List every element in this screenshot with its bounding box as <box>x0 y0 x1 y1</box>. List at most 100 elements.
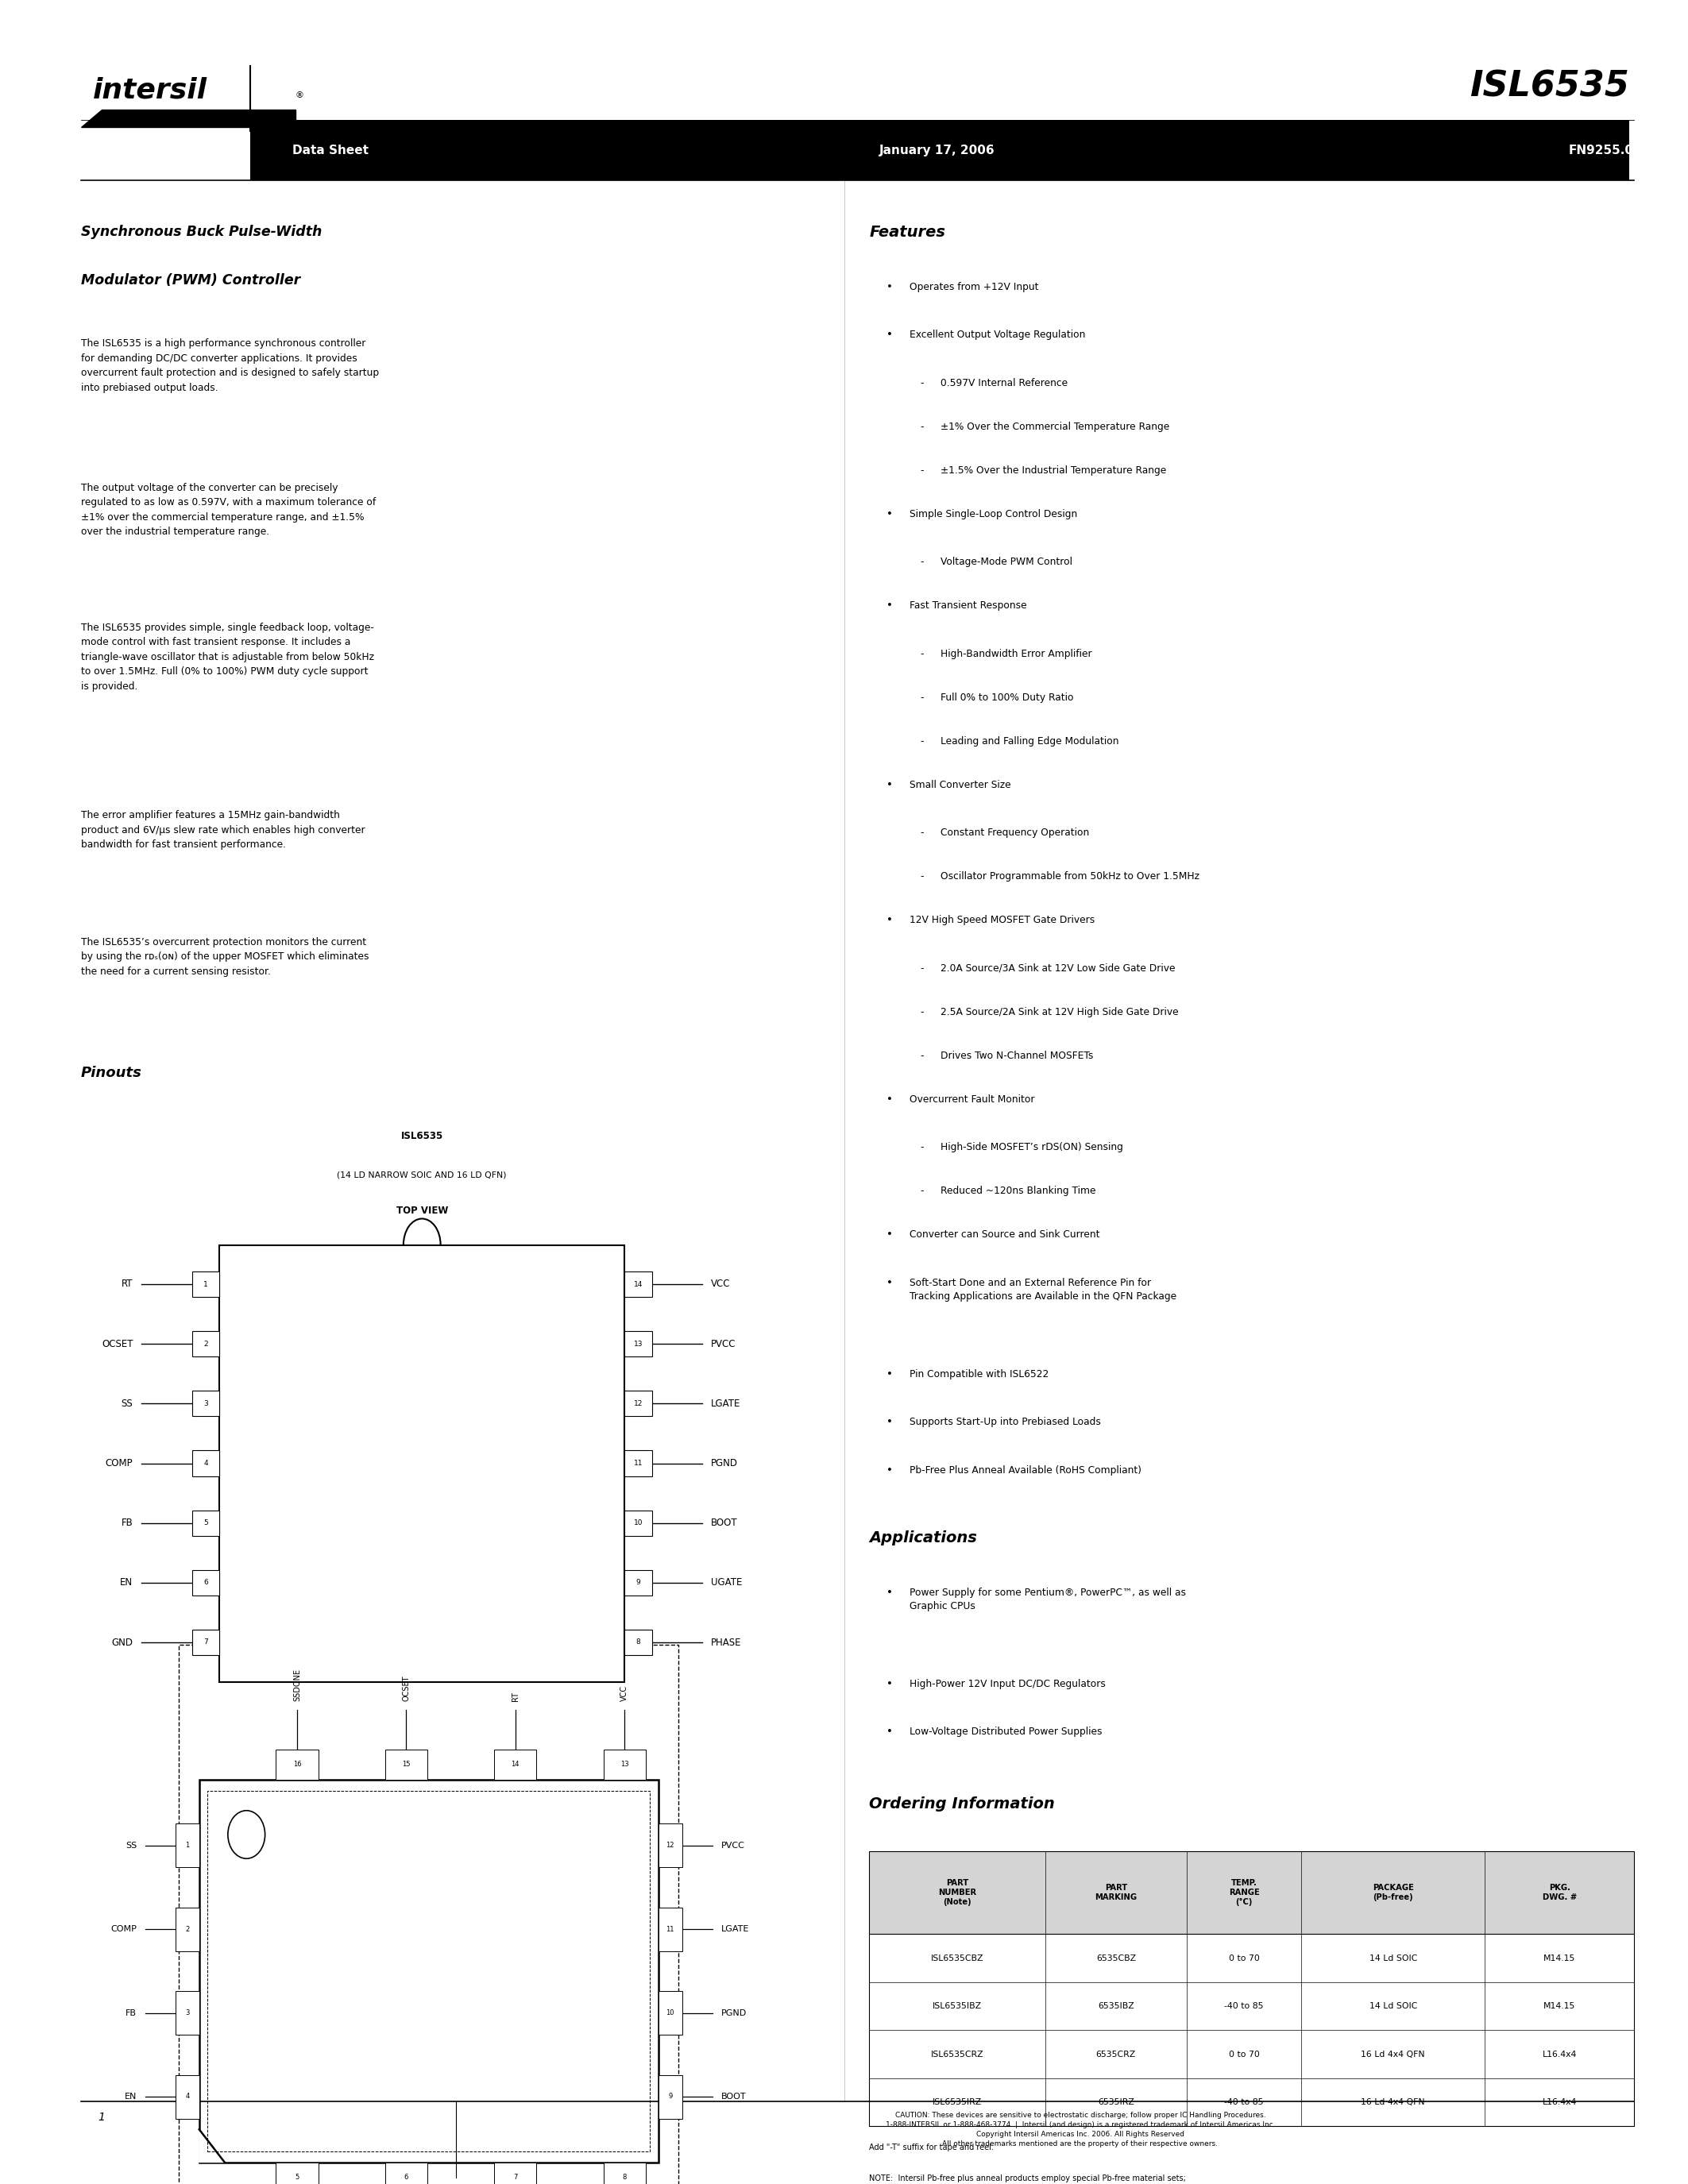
Bar <box>658 1824 682 1867</box>
Text: •: • <box>886 1094 893 1105</box>
Text: ±1% Over the Commercial Temperature Range: ±1% Over the Commercial Temperature Rang… <box>940 422 1170 432</box>
Text: 2.0A Source/3A Sink at 12V Low Side Gate Drive: 2.0A Source/3A Sink at 12V Low Side Gate… <box>940 963 1175 974</box>
Text: 6: 6 <box>403 2173 408 2182</box>
Text: -40 to 85: -40 to 85 <box>1224 2099 1264 2105</box>
Text: PVCC: PVCC <box>711 1339 736 1350</box>
Text: 7: 7 <box>204 1638 208 1647</box>
Text: 16: 16 <box>294 1760 300 1769</box>
Text: PART
NUMBER
(Note): PART NUMBER (Note) <box>939 1878 976 1907</box>
Text: Low-Voltage Distributed Power Supplies: Low-Voltage Distributed Power Supplies <box>910 1728 1102 1736</box>
Text: L16.4x4: L16.4x4 <box>1543 2099 1577 2105</box>
Text: 13: 13 <box>621 1760 628 1769</box>
Text: ISL6535IBZ: ISL6535IBZ <box>932 2003 982 2009</box>
Text: ISL6535CBZ: ISL6535CBZ <box>930 1955 984 1961</box>
Bar <box>275 1749 317 1780</box>
Text: ISL6535: ISL6535 <box>400 1131 444 1142</box>
Text: •: • <box>886 1417 893 1428</box>
Text: M14.15: M14.15 <box>1543 2003 1575 2009</box>
Text: -: - <box>920 378 923 389</box>
Text: 14: 14 <box>511 1760 520 1769</box>
Text: SSDONE: SSDONE <box>294 1669 300 1701</box>
Text: •: • <box>886 282 893 293</box>
Text: Power Supply for some Pentium®, PowerPC™, as well as
Graphic CPUs: Power Supply for some Pentium®, PowerPC™… <box>910 1588 1187 1612</box>
Text: -: - <box>920 736 923 747</box>
Text: SS: SS <box>122 1398 133 1409</box>
Text: 6535IRZ: 6535IRZ <box>1097 2099 1134 2105</box>
Text: 10: 10 <box>633 1520 643 1527</box>
Text: High-Side MOSFET’s rDS(ON) Sensing: High-Side MOSFET’s rDS(ON) Sensing <box>940 1142 1123 1153</box>
Text: •: • <box>886 1230 893 1241</box>
Text: 3: 3 <box>186 2009 189 2016</box>
Text: 2: 2 <box>186 1926 189 1933</box>
Polygon shape <box>81 109 295 127</box>
Text: ±1.5% Over the Industrial Temperature Range: ±1.5% Over the Industrial Temperature Ra… <box>940 465 1166 476</box>
Text: 11: 11 <box>633 1459 643 1468</box>
Text: 16 Ld 4x4 QFN: 16 Ld 4x4 QFN <box>1361 2099 1425 2105</box>
Text: Constant Frequency Operation: Constant Frequency Operation <box>940 828 1089 839</box>
Text: •: • <box>886 330 893 341</box>
Text: 14 Ld SOIC: 14 Ld SOIC <box>1369 1955 1418 1961</box>
Text: 14: 14 <box>633 1280 643 1289</box>
Text: ISL6535IRZ: ISL6535IRZ <box>932 2099 982 2105</box>
Text: NOTE:  Intersil Pb-free plus anneal products employ special Pb-free material set: NOTE: Intersil Pb-free plus anneal produ… <box>869 2175 1205 2184</box>
Text: ®: ® <box>295 92 304 100</box>
Bar <box>604 1749 645 1780</box>
Bar <box>604 2162 645 2184</box>
Bar <box>625 1391 652 1417</box>
Text: 14 Ld SOIC: 14 Ld SOIC <box>1369 2003 1418 2009</box>
Text: 2: 2 <box>204 1341 208 1348</box>
Bar <box>192 1570 219 1597</box>
Text: TOP VIEW: TOP VIEW <box>397 1206 447 1216</box>
Text: -: - <box>920 871 923 882</box>
Bar <box>192 1509 219 1535</box>
Text: 7: 7 <box>513 2173 518 2182</box>
Text: 6535CBZ: 6535CBZ <box>1096 1955 1136 1961</box>
Text: LGATE: LGATE <box>711 1398 741 1409</box>
Text: VCC: VCC <box>621 1686 628 1701</box>
Text: 8: 8 <box>636 1638 640 1647</box>
Polygon shape <box>199 2129 225 2162</box>
Text: 8: 8 <box>623 2173 626 2182</box>
Text: 12: 12 <box>633 1400 643 1406</box>
Text: FN9255.0: FN9255.0 <box>1568 144 1634 155</box>
Text: •: • <box>886 1369 893 1380</box>
Text: 15: 15 <box>402 1760 410 1769</box>
Text: Supports Start-Up into Prebiased Loads: Supports Start-Up into Prebiased Loads <box>910 1417 1101 1428</box>
Text: Pin Compatible with ISL6522: Pin Compatible with ISL6522 <box>910 1369 1048 1380</box>
Text: Pinouts: Pinouts <box>81 1066 142 1081</box>
Text: PVCC: PVCC <box>721 1841 744 1850</box>
Bar <box>658 2075 682 2118</box>
Bar <box>176 1907 199 1950</box>
Bar <box>192 1391 219 1417</box>
Text: Voltage-Mode PWM Control: Voltage-Mode PWM Control <box>940 557 1072 568</box>
Text: 1: 1 <box>98 2112 105 2123</box>
Text: -: - <box>920 1051 923 1061</box>
Text: 6535IBZ: 6535IBZ <box>1097 2003 1134 2009</box>
Text: 12V High Speed MOSFET Gate Drivers: 12V High Speed MOSFET Gate Drivers <box>910 915 1096 926</box>
Bar <box>179 1645 679 2184</box>
Text: -: - <box>920 465 923 476</box>
Text: Features: Features <box>869 225 945 240</box>
Text: intersil: intersil <box>93 76 208 103</box>
Text: 9: 9 <box>668 2092 672 2101</box>
Text: FB: FB <box>125 2009 137 2016</box>
Bar <box>208 1791 650 2151</box>
Text: Leading and Falling Edge Modulation: Leading and Falling Edge Modulation <box>940 736 1119 747</box>
Text: Fast Transient Response: Fast Transient Response <box>910 601 1026 612</box>
Text: -: - <box>920 649 923 660</box>
Text: 12: 12 <box>667 1841 674 1850</box>
Text: The error amplifier features a 15MHz gain-bandwidth
product and 6V/μs slew rate : The error amplifier features a 15MHz gai… <box>81 810 365 850</box>
Text: SS: SS <box>125 1841 137 1850</box>
Text: 5: 5 <box>204 1520 208 1527</box>
Bar <box>385 1749 427 1780</box>
Bar <box>176 2075 199 2118</box>
Bar <box>625 1450 652 1476</box>
Bar <box>192 1450 219 1476</box>
Text: Soft-Start Done and an External Reference Pin for
Tracking Applications are Avai: Soft-Start Done and an External Referenc… <box>910 1278 1177 1302</box>
Text: Converter can Source and Sink Current: Converter can Source and Sink Current <box>910 1230 1101 1241</box>
Bar <box>625 1271 652 1297</box>
Text: •: • <box>886 1588 893 1599</box>
Text: PART
MARKING: PART MARKING <box>1096 1885 1138 1902</box>
Bar <box>625 1570 652 1597</box>
Bar <box>219 1245 625 1682</box>
